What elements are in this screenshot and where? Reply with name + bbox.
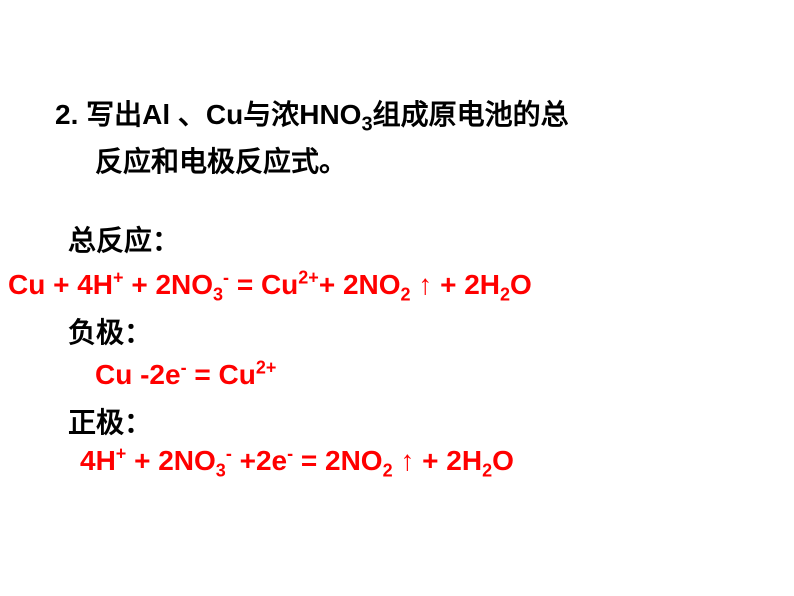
question-line-1: 2. 写出Al 、Cu与浓HNO3组成原电池的总 xyxy=(55,95,794,134)
question-line-2: 反应和电极反应式。 xyxy=(95,142,794,181)
equation-negative: Cu -2e- = Cu2+ xyxy=(95,359,794,391)
equation-positive: 4H+ + 2NO3- +2e- = 2NO2 ↑ + 2H2O xyxy=(80,445,794,477)
question-text-2: 反应和电极反应式。 xyxy=(95,146,347,177)
question-text-1: 2. 写出Al 、Cu与浓HNO xyxy=(55,99,361,130)
equation-total: Cu + 4H+ + 2NO3- = Cu2++ 2NO2 ↑ + 2H2O xyxy=(8,269,794,301)
label-total-reaction: 总反应： xyxy=(68,219,794,259)
question-text-1-suffix: 组成原电池的总 xyxy=(373,99,569,130)
subscript-3: 3 xyxy=(361,114,372,136)
label-negative-electrode: 负极： xyxy=(68,311,794,351)
label-positive-electrode: 正极： xyxy=(68,401,794,441)
slide-content: 2. 写出Al 、Cu与浓HNO3组成原电池的总 反应和电极反应式。 总反应： … xyxy=(0,0,794,477)
